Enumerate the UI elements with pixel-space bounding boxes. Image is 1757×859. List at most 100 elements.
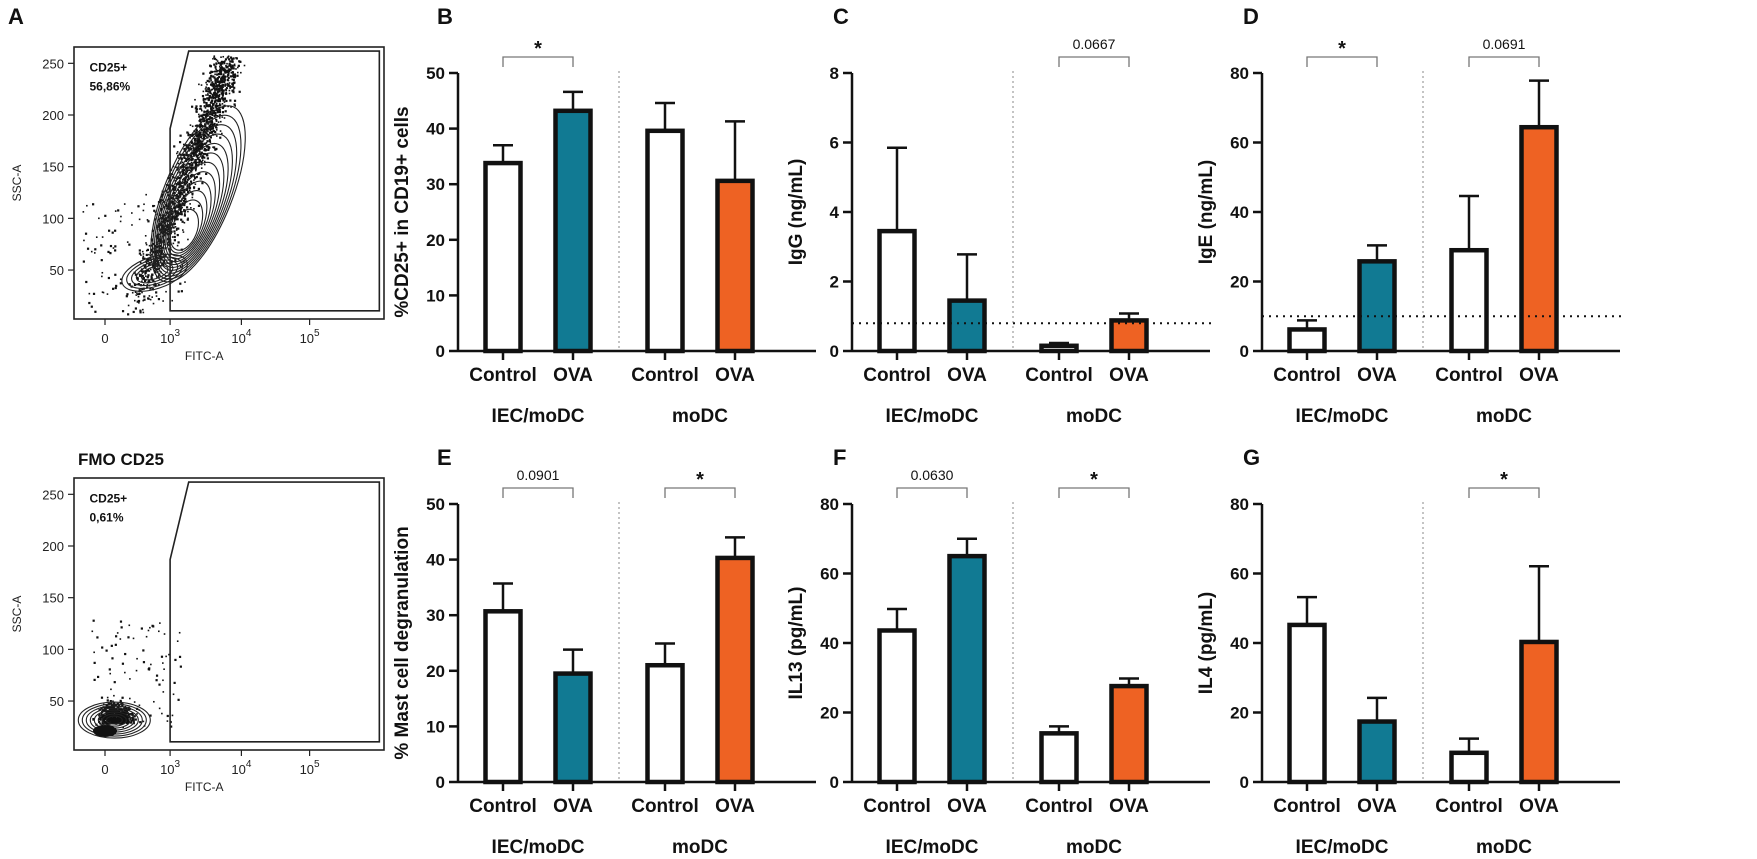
event-dot	[219, 63, 222, 66]
event-dot	[190, 182, 193, 185]
event-dot	[215, 58, 218, 61]
category-label: Control	[1273, 796, 1341, 817]
event-dot	[104, 718, 107, 721]
bar	[645, 662, 685, 785]
event-dot	[131, 212, 133, 214]
y-tick-label: 80	[1230, 495, 1249, 514]
event-dot	[205, 126, 208, 130]
event-dot	[212, 92, 216, 95]
bar	[715, 178, 755, 354]
event-dot	[98, 713, 101, 716]
event-dot	[148, 263, 151, 266]
event-dot	[176, 244, 179, 247]
category-label: Control	[863, 365, 931, 386]
event-dot	[138, 704, 141, 707]
event-dot	[127, 304, 130, 307]
event-dot	[199, 126, 201, 129]
event-dot	[224, 110, 227, 113]
event-dot	[146, 276, 149, 279]
event-dot	[236, 71, 239, 74]
y-tick-label: 250	[42, 56, 64, 71]
event-dot	[196, 124, 199, 127]
group-label: moDC	[672, 837, 728, 858]
event-dot	[213, 70, 215, 73]
event-dot	[179, 204, 183, 207]
y-tick-label: 40	[426, 551, 445, 570]
event-dot	[160, 222, 163, 225]
event-dot	[198, 133, 200, 135]
event-dot	[158, 283, 160, 286]
bar	[1357, 719, 1397, 785]
event-dot	[212, 129, 215, 132]
event-dot	[115, 721, 118, 723]
event-dot	[219, 98, 222, 100]
event-dot	[219, 104, 222, 107]
event-dot	[217, 88, 221, 91]
event-dot	[185, 206, 189, 209]
event-dot	[142, 276, 145, 280]
event-dot	[195, 110, 197, 112]
event-dot	[150, 663, 152, 666]
event-dot	[220, 66, 224, 70]
event-dot	[131, 713, 134, 716]
event-dot	[211, 81, 214, 84]
event-dot	[148, 253, 150, 256]
y-tick-label: 0	[436, 342, 445, 361]
event-dot	[154, 282, 156, 285]
event-dot	[116, 720, 119, 723]
y-axis-label: IgG (ng/mL)	[786, 159, 807, 266]
event-dot	[174, 180, 177, 182]
event-dot	[188, 182, 191, 186]
event-dot	[221, 132, 223, 135]
bar	[1449, 247, 1489, 354]
event-dot	[195, 131, 198, 134]
event-dot	[223, 60, 226, 64]
event-dot	[108, 229, 111, 232]
event-dot	[131, 712, 134, 715]
event-dot	[226, 82, 229, 85]
y-tick-label: 20	[820, 704, 839, 723]
bar	[553, 108, 593, 354]
event-dot	[93, 252, 96, 254]
event-dot	[109, 722, 112, 724]
event-dot	[228, 70, 231, 73]
event-dot	[218, 69, 220, 72]
event-dot	[111, 720, 113, 723]
event-dot	[206, 144, 209, 148]
event-dot	[193, 208, 195, 210]
event-dot	[153, 269, 156, 273]
bar	[947, 553, 987, 785]
event-dot	[231, 78, 234, 81]
event-dot	[98, 714, 100, 717]
event-dot	[170, 207, 173, 210]
event-dot	[177, 201, 179, 204]
event-dot	[161, 262, 164, 266]
event-dot	[210, 116, 213, 120]
event-dot	[192, 151, 195, 155]
event-dot	[212, 107, 214, 109]
event-dot	[217, 61, 220, 65]
event-dot	[148, 667, 151, 670]
contour-ring	[135, 262, 174, 284]
event-dot	[103, 717, 105, 720]
contour-ring	[101, 713, 127, 727]
event-dot	[150, 276, 153, 279]
event-dot	[135, 669, 138, 672]
event-dot	[197, 187, 200, 191]
event-dot	[196, 161, 199, 164]
event-dot	[91, 630, 94, 633]
event-dot	[179, 180, 181, 183]
event-dot	[172, 693, 175, 696]
bar	[553, 671, 593, 785]
event-dot	[191, 152, 193, 155]
event-dot	[203, 149, 205, 152]
bar-panel-F: F 0 20 40 60 80 IL13 (pg/mL) Control OVA Control O…	[786, 445, 1210, 858]
event-dot	[203, 156, 206, 159]
event-dot	[176, 176, 179, 178]
event-dot	[228, 68, 231, 71]
event-dot	[115, 720, 118, 722]
event-dot	[98, 217, 100, 220]
event-dot	[112, 708, 115, 711]
event-dot	[185, 144, 188, 147]
event-dot	[210, 70, 214, 74]
